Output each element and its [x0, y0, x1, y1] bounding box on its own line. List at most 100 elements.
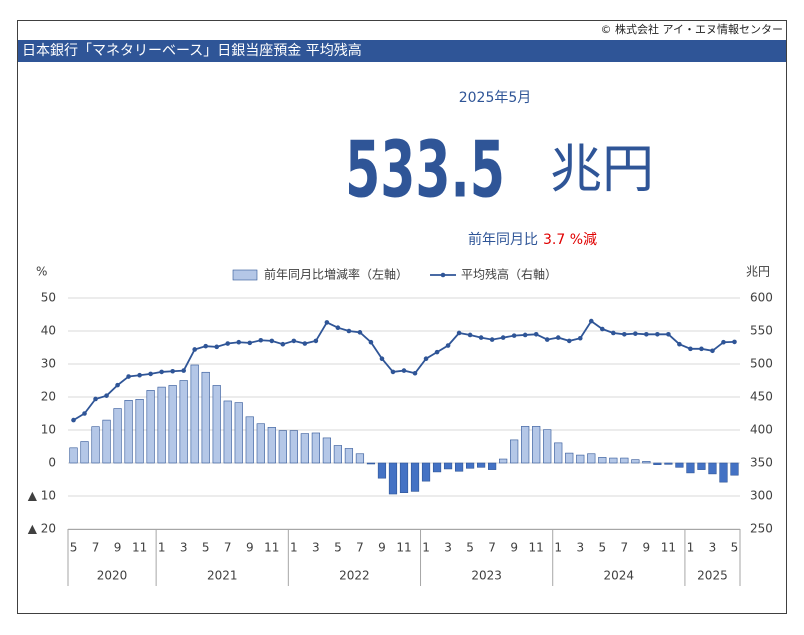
bar [432, 462, 442, 473]
point [699, 346, 704, 352]
bar [510, 439, 519, 464]
x-tick-label: 5 [731, 541, 739, 555]
bar [499, 458, 508, 464]
year-label: 2023 [471, 569, 502, 583]
x-tick-label: 5 [70, 541, 78, 555]
bar [653, 462, 662, 465]
y2-tick-label: 350 [750, 456, 773, 470]
frame [17, 20, 787, 614]
point [655, 332, 660, 337]
y-tick-label: 40 [41, 324, 56, 338]
bar [289, 430, 298, 464]
point [258, 337, 264, 343]
bar [609, 457, 618, 464]
y2-tick-label: 600 [750, 291, 773, 305]
point [710, 348, 715, 354]
bar [598, 457, 607, 464]
point [324, 320, 330, 325]
point [247, 340, 253, 346]
point [599, 326, 605, 332]
point [588, 318, 594, 324]
bar [168, 385, 177, 464]
point [181, 368, 186, 373]
bar [80, 441, 89, 464]
bar [443, 462, 453, 470]
y-tick-label: 20 [41, 390, 56, 404]
x-tick-label: 9 [114, 541, 122, 555]
y2-tick-label: 250 [750, 522, 773, 536]
title-bar [18, 40, 786, 62]
bar [322, 437, 331, 464]
point [302, 341, 308, 346]
point [137, 372, 142, 378]
bar [234, 402, 243, 464]
point [346, 328, 352, 334]
point [522, 332, 528, 338]
point [456, 330, 462, 336]
bar [521, 426, 530, 464]
x-tick-label: 9 [246, 541, 254, 555]
x-tick-label: 11 [264, 541, 279, 555]
point [368, 339, 374, 345]
bar [686, 462, 695, 474]
x-tick-label: 9 [510, 541, 518, 555]
point [467, 332, 473, 338]
bar [91, 426, 100, 464]
point [214, 344, 220, 350]
bar [730, 462, 739, 476]
bar [587, 453, 596, 464]
x-tick-label: 1 [290, 541, 298, 555]
bar [245, 416, 254, 464]
point [236, 339, 242, 345]
change-value: 3.7 %減 [543, 231, 597, 248]
y-tick-label: 10 [41, 423, 56, 437]
y-tick-label: 30 [41, 357, 56, 371]
year-label: 2025 [697, 569, 728, 583]
bar [377, 462, 387, 479]
point [544, 337, 550, 342]
x-tick-label: 1 [158, 541, 166, 555]
point [666, 332, 671, 337]
legend-label: 平均残高（右軸） [461, 267, 557, 282]
bar [477, 462, 486, 468]
bar [300, 433, 309, 464]
point [445, 343, 451, 348]
bar [355, 453, 365, 464]
point [82, 411, 87, 416]
point [533, 332, 539, 337]
bar [102, 419, 111, 464]
bar [697, 462, 706, 470]
point [225, 341, 231, 346]
x-tick-label: 1 [554, 541, 562, 555]
bar [465, 462, 475, 469]
bar [212, 385, 221, 464]
x-tick-label: 11 [529, 541, 544, 555]
point [434, 349, 440, 355]
point [622, 332, 627, 337]
headline-value: 533.5 [345, 125, 505, 216]
y2-tick-label: 450 [750, 390, 773, 404]
x-tick-label: 7 [356, 541, 364, 555]
point [71, 417, 76, 423]
bar [190, 364, 199, 464]
point [115, 382, 120, 388]
point [500, 335, 506, 340]
change-text: 前年同月比 [468, 231, 538, 248]
y-tick-label: ▲ 10 [28, 489, 56, 503]
x-tick-label: 1 [422, 541, 430, 555]
point [126, 374, 131, 379]
x-tick-label: 5 [334, 541, 342, 555]
point [269, 338, 275, 344]
bar [124, 399, 133, 464]
title: 日本銀行「マネタリーベース」日銀当座預金 平均残高 [22, 42, 362, 59]
credit: © 株式会社 アイ・エヌ情報センター [601, 22, 783, 36]
point [379, 356, 385, 362]
bar [179, 380, 188, 464]
bar [157, 386, 166, 464]
point [148, 371, 153, 377]
bar [388, 462, 398, 495]
point [280, 341, 286, 347]
bar [223, 400, 232, 464]
bar [399, 462, 409, 494]
